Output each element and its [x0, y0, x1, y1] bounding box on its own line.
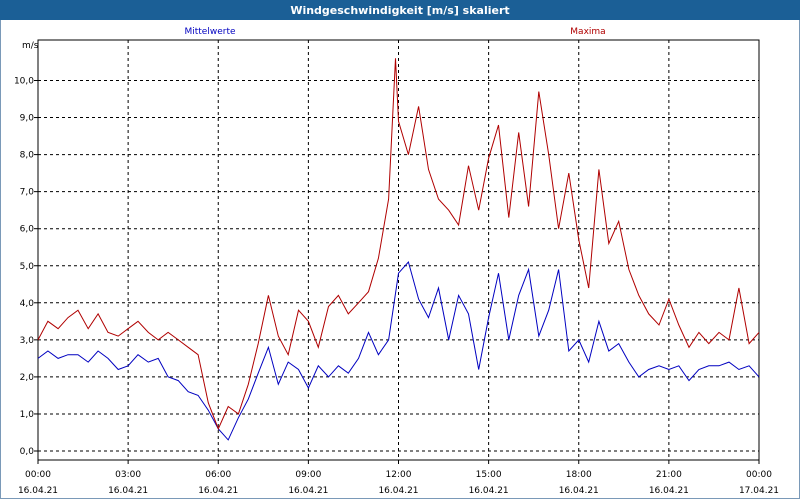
- y-tick-label: 8,0: [20, 151, 35, 161]
- series-line-max: [37, 58, 760, 431]
- grid-lines: [38, 40, 759, 460]
- x-tick-time: 00:00: [746, 470, 772, 480]
- legend-entry-mean: Mittelwerte: [184, 27, 235, 37]
- y-axis-label: m/s: [22, 41, 39, 51]
- x-tick-date: 16.04.21: [198, 486, 238, 496]
- y-tick-label: 0,0: [20, 447, 35, 457]
- legend-entry-max: Maxima: [570, 27, 605, 37]
- chart-title-bar: Windgeschwindigkeit [m/s] skaliert: [0, 0, 800, 20]
- x-tick-date: 16.04.21: [559, 486, 599, 496]
- x-tick-time: 09:00: [295, 470, 321, 480]
- y-tick-label: 2,0: [20, 373, 35, 383]
- x-tick-date: 17.04.21: [739, 486, 779, 496]
- plot-border: [37, 39, 760, 461]
- y-tick-label: 9,0: [20, 114, 35, 124]
- series-lines: [37, 58, 760, 441]
- x-tick-date: 16.04.21: [469, 486, 509, 496]
- x-tick-time: 00:00: [25, 470, 51, 480]
- y-tick-label: 3,0: [20, 336, 35, 346]
- x-tick-date: 16.04.21: [18, 486, 58, 496]
- x-tick-time: 21:00: [656, 470, 682, 480]
- x-tick-time: 18:00: [566, 470, 592, 480]
- legend: Mittelwerte Maxima: [184, 27, 605, 37]
- axes: 00:00 16.04.21 03:00 16.04.21 06:00 16.04.21 0…: [14, 39, 779, 496]
- x-tick-time: 15:00: [476, 470, 502, 480]
- x-tick-date: 16.04.21: [649, 486, 689, 496]
- y-tick-label: 10,0: [14, 77, 34, 87]
- x-tick-date: 16.04.21: [288, 486, 328, 496]
- y-tick-label: 5,0: [20, 262, 35, 272]
- x-tick-date: 16.04.21: [108, 486, 148, 496]
- y-tick-label: 7,0: [20, 188, 35, 198]
- chart-title: Windgeschwindigkeit [m/s] skaliert: [290, 3, 510, 17]
- x-tick-time: 06:00: [205, 470, 231, 480]
- x-tick-date: 16.04.21: [378, 486, 418, 496]
- y-tick-label: 6,0: [20, 225, 35, 235]
- x-tick-time: 03:00: [115, 470, 141, 480]
- x-tick-time: 12:00: [386, 470, 412, 480]
- y-tick-label: 4,0: [20, 299, 35, 309]
- y-tick-label: 1,0: [20, 410, 35, 420]
- series-line-mean: [37, 260, 760, 441]
